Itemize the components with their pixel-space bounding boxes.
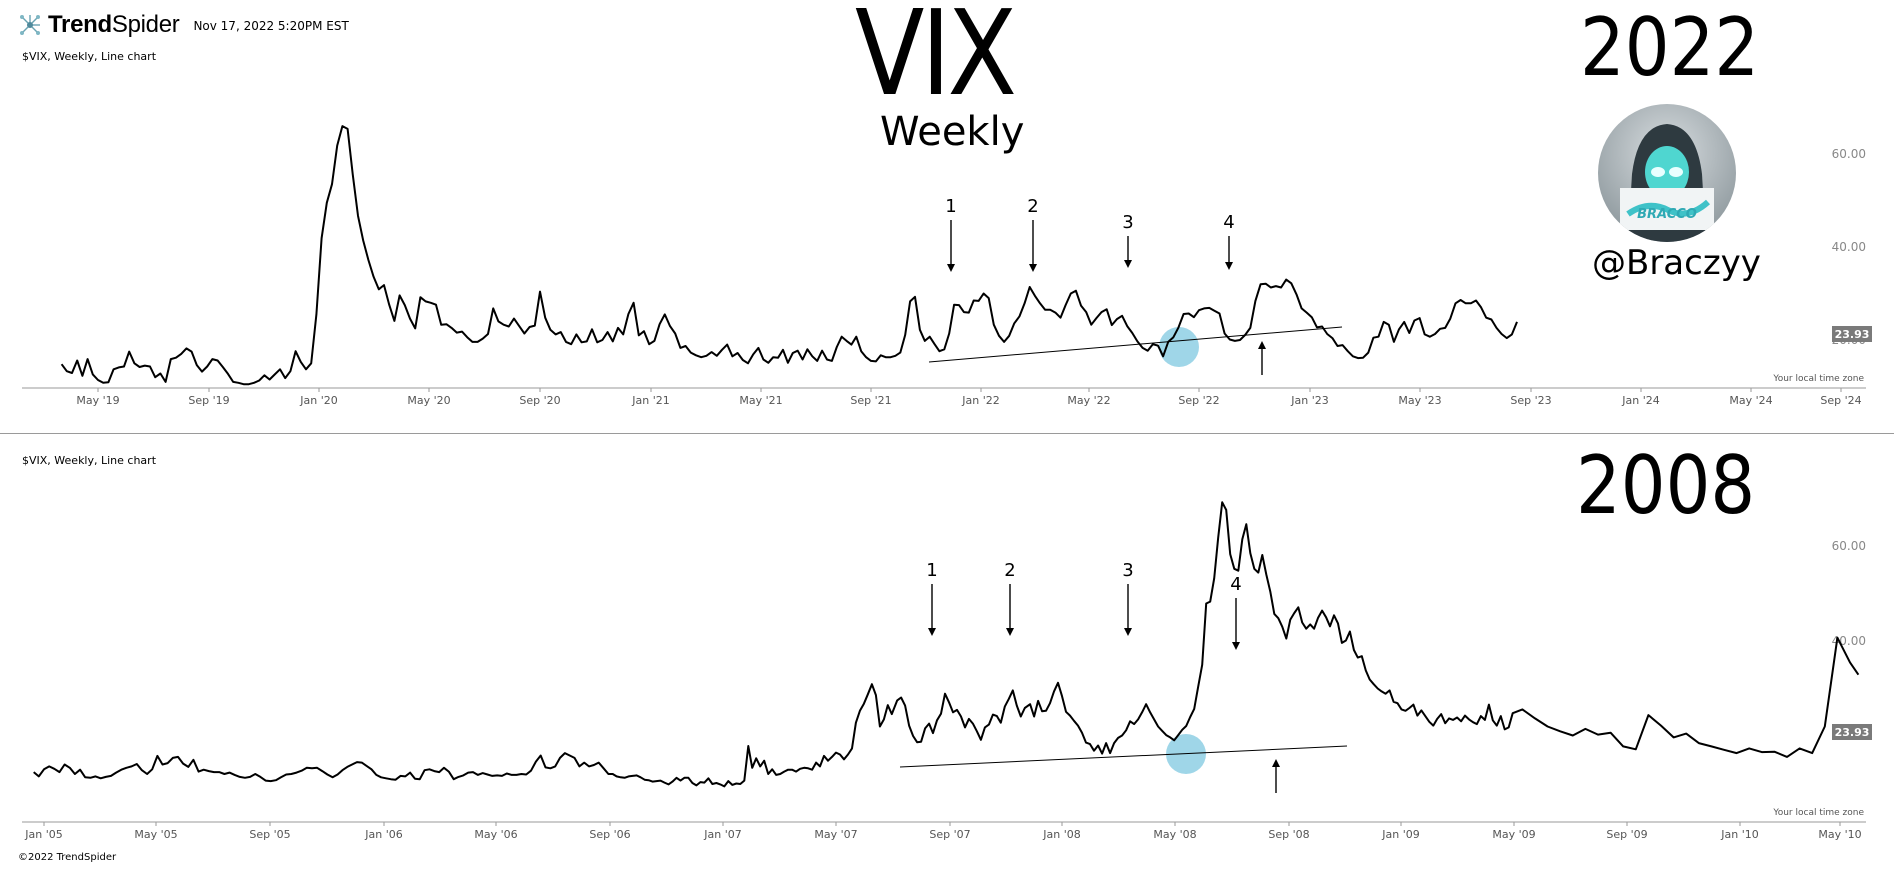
copyright-footer: ©2022 TrendSpider — [18, 852, 117, 863]
annotation-label: 2 — [1027, 196, 1038, 217]
trendspider-logo-icon — [20, 15, 40, 35]
down-arrow-head — [1029, 264, 1037, 272]
vix-2008-chart: Jan '05 May '05 Sep '05 Jan '06 May '06 Sep '… — [22, 501, 1872, 841]
x-tick-label: Jan '05 — [24, 828, 62, 841]
x-tick-label: Jan '23 — [1290, 394, 1328, 407]
brand-name-bold: Trend — [48, 11, 112, 38]
y-tick-label: 60.00 — [1832, 147, 1866, 161]
x-tick-label: May '05 — [134, 828, 177, 841]
down-arrow-head — [928, 628, 936, 636]
down-arrow-head — [1225, 262, 1233, 270]
annotation-label: 1 — [926, 560, 937, 581]
trend-line — [928, 326, 1343, 363]
x-tick-label: Sep '20 — [519, 394, 560, 407]
down-arrow-head — [1124, 260, 1132, 268]
annotation-label: 1 — [945, 196, 956, 217]
annotation-label: 4 — [1230, 574, 1241, 595]
x-tick-label: Sep '08 — [1268, 828, 1309, 841]
x-tick-label: May '10 — [1818, 828, 1861, 841]
x-tick-label: Jan '09 — [1381, 828, 1419, 841]
x-tick-label: Sep '07 — [929, 828, 970, 841]
x-tick-label: Sep '22 — [1178, 394, 1219, 407]
top-chart-label: $VIX, Weekly, Line chart — [22, 50, 157, 63]
x-tick-label: May '21 — [739, 394, 782, 407]
x-tick-label: May '20 — [407, 394, 450, 407]
brand-name: TrendSpider — [48, 11, 180, 39]
y-tick-label: 60.00 — [1832, 539, 1866, 553]
x-tick-label: Jan '22 — [961, 394, 999, 407]
x-tick-label: Sep '19 — [188, 394, 229, 407]
last-price-label: 23.93 — [1835, 726, 1870, 739]
vix-series-line — [33, 501, 1860, 788]
annotation-label: 3 — [1122, 560, 1133, 581]
down-arrow-head — [1124, 628, 1132, 636]
chart-plot-group: Jan '05 May '05 Sep '05 Jan '06 May '06 Sep '… — [22, 501, 1872, 841]
x-tick-label: Jan '06 — [364, 828, 402, 841]
x-tick-label: Sep '09 — [1606, 828, 1647, 841]
vix-series-line — [60, 125, 1518, 386]
x-tick-label: May '23 — [1398, 394, 1441, 407]
x-tick-label: Sep '06 — [589, 828, 630, 841]
main-subtitle: Weekly — [880, 109, 1025, 155]
author-avatar: BRACCO — [1598, 104, 1736, 242]
x-tick-label: Jan '07 — [703, 828, 741, 841]
x-tick-label: May '07 — [814, 828, 857, 841]
x-tick-label: Sep '05 — [249, 828, 290, 841]
last-price-badge — [1832, 326, 1872, 342]
last-price-label: 23.93 — [1835, 328, 1870, 341]
x-tick-label: Jan '10 — [1720, 828, 1758, 841]
annotation-label: 2 — [1004, 560, 1015, 581]
x-tick-label: May '24 — [1729, 394, 1772, 407]
up-arrow-head — [1258, 341, 1266, 349]
x-tick-label: Sep '21 — [850, 394, 891, 407]
timezone-note: Your local time zone — [1772, 808, 1864, 818]
down-arrow-head — [1232, 642, 1240, 650]
main-title: VIX — [855, 0, 1017, 122]
x-tick-label: May '22 — [1067, 394, 1110, 407]
x-tick-label: May '09 — [1492, 828, 1535, 841]
x-tick-label: Jan '08 — [1042, 828, 1080, 841]
timezone-note: Your local time zone — [1772, 374, 1864, 384]
last-price-badge — [1832, 724, 1872, 740]
header-bar: TrendSpider Nov 17, 2022 5:20PM EST — [18, 11, 349, 39]
vix-2022-chart: May '19 Sep '19 Jan '20 May '20 Sep '20 Jan '… — [22, 125, 1872, 407]
avatar-text: BRACCO — [1637, 207, 1697, 222]
chart-timestamp: Nov 17, 2022 5:20PM EST — [193, 19, 349, 33]
down-arrow-head — [947, 264, 955, 272]
x-tick-label: Sep '24 — [1820, 394, 1861, 407]
chart-divider — [0, 433, 1894, 434]
highlight-circle — [1159, 327, 1199, 367]
x-tick-label: May '19 — [76, 394, 119, 407]
author-handle: @Braczyy — [1592, 243, 1761, 283]
up-arrow-head — [1272, 759, 1280, 767]
year-label-2022: 2022 — [1580, 1, 1760, 94]
x-tick-label: Jan '24 — [1621, 394, 1659, 407]
year-label-2008: 2008 — [1576, 439, 1756, 532]
chart-plot-group: May '19 Sep '19 Jan '20 May '20 Sep '20 Jan '… — [22, 125, 1872, 407]
annotation-label: 3 — [1122, 212, 1133, 233]
x-tick-label: Sep '23 — [1510, 394, 1551, 407]
x-tick-label: Jan '21 — [631, 394, 669, 407]
bottom-chart-label: $VIX, Weekly, Line chart — [22, 454, 157, 467]
x-tick-label: May '08 — [1153, 828, 1196, 841]
down-arrow-head — [1006, 628, 1014, 636]
annotation-label: 4 — [1223, 212, 1234, 233]
x-tick-label: Jan '20 — [299, 394, 337, 407]
x-tick-label: May '06 — [474, 828, 517, 841]
brand-name-regular: Spider — [111, 11, 180, 38]
trend-line — [899, 745, 1348, 768]
y-tick-label: 40.00 — [1832, 240, 1866, 254]
avatar-image: BRACCO — [1598, 104, 1736, 242]
